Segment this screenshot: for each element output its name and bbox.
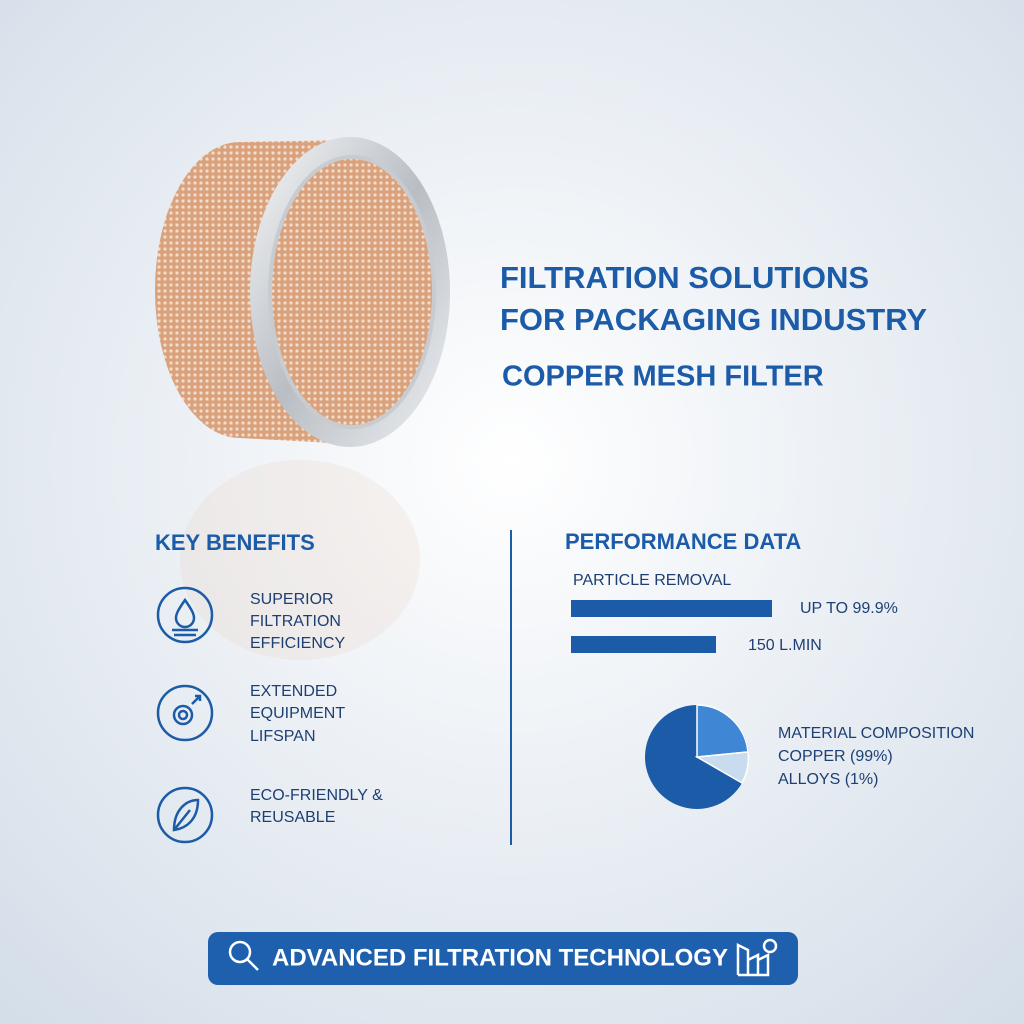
benefit-line: ECO-FRIENDLY & <box>250 787 383 804</box>
benefit-icons <box>156 586 214 844</box>
benefit-line: EXTENDED <box>250 683 337 700</box>
composition-item: COPPER (99%) <box>778 748 893 765</box>
filter-illustration <box>155 137 450 660</box>
metric-bar <box>571 600 772 617</box>
composition-pie <box>645 704 750 809</box>
metric-value: UP TO 99.9% <box>800 600 898 617</box>
metric-value: 150 L.MIN <box>748 637 822 654</box>
title-line: FILTRATION SOLUTIONS <box>500 260 869 295</box>
section-title: PERFORMANCE DATA <box>565 529 801 554</box>
composition-item: ALLOYS (1%) <box>778 771 878 788</box>
section-title: KEY BENEFITS <box>155 530 315 555</box>
banner-text: ADVANCED FILTRATION TECHNOLOGY <box>272 944 728 971</box>
benefit-line: FILTRATION <box>250 613 341 630</box>
benefit-line: EFFICIENCY <box>250 635 345 652</box>
benefit-line: LIFSPAN <box>250 728 316 745</box>
composition-title: MATERIAL COMPOSITION <box>778 725 974 742</box>
benefit-line: SUPERIOR <box>250 591 334 608</box>
banner: ADVANCED FILTRATION TECHNOLOGY <box>208 932 798 985</box>
benefit-line: EQUIPMENT <box>250 705 345 722</box>
metric-bar <box>571 636 716 653</box>
benefit-line: REUSABLE <box>250 809 335 826</box>
benefit-texts: SUPERIOR FILTRATION EFFICIENCY EXTENDED … <box>250 591 383 826</box>
title-line: FOR PACKAGING INDUSTRY <box>500 302 927 337</box>
metric-label: PARTICLE REMOVAL <box>573 572 731 589</box>
subtitle: COPPER MESH FILTER <box>502 361 824 393</box>
